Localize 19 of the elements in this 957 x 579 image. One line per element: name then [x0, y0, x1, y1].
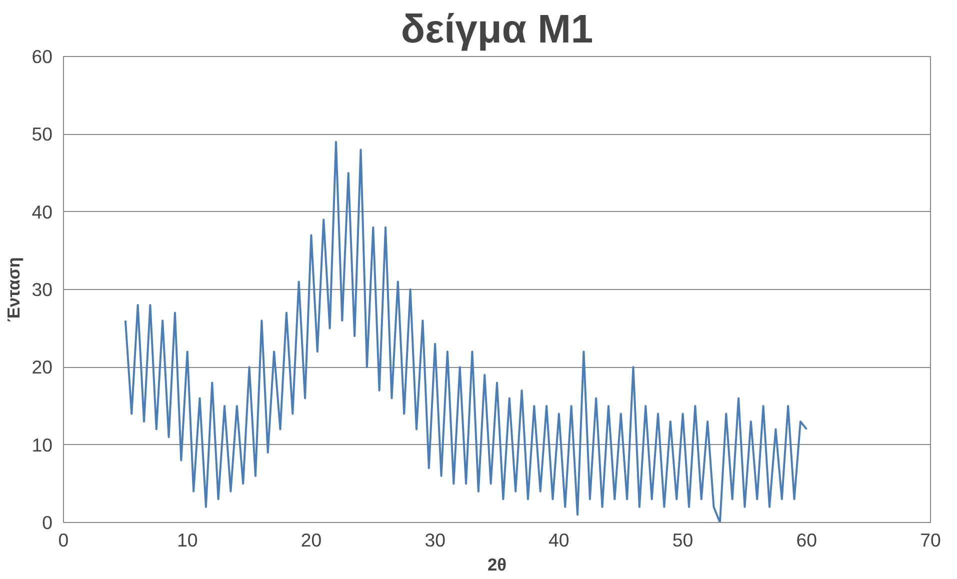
y-tick-label: 30	[32, 279, 53, 300]
x-tick-label: 20	[300, 530, 322, 550]
y-axis-title: Ένταση	[4, 257, 24, 322]
x-tick-label: 50	[672, 530, 694, 550]
chart-title: δείγμα M1	[400, 8, 594, 52]
y-tick-label: 10	[32, 434, 53, 456]
x-tick-label: 10	[176, 530, 198, 550]
x-tick-label: 70	[920, 530, 941, 550]
y-tick-label: 50	[32, 124, 53, 145]
x-tick-label: 60	[796, 530, 818, 550]
x-axis-title: 2θ	[488, 554, 507, 574]
x-tick-label: 30	[424, 530, 446, 550]
y-tick-label: 60	[32, 46, 53, 67]
x-tick-label: 40	[548, 530, 570, 550]
y-tick-label: 20	[32, 356, 53, 378]
y-tick-label: 40	[32, 201, 53, 222]
y-tick-label: 0	[42, 512, 53, 533]
line-series	[124, 140, 808, 522]
x-tick-label: 0	[58, 530, 69, 550]
